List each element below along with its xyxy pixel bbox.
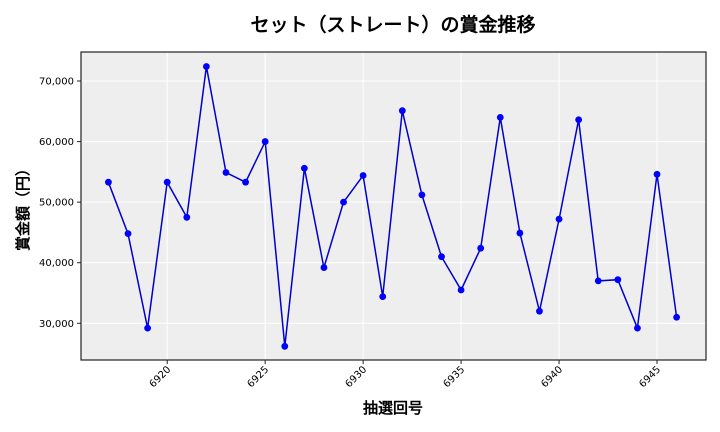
- data-point: [222, 169, 230, 176]
- x-tick-label: 6935: [441, 364, 467, 390]
- y-tick-label: 60,000: [39, 137, 74, 148]
- data-point: [594, 277, 602, 285]
- data-point: [536, 307, 543, 315]
- chart-title: セット（ストレート）の賞金推移: [250, 14, 536, 36]
- x-tick-label: 6920: [148, 364, 174, 390]
- data-point: [359, 172, 367, 179]
- y-tick-label: 40,000: [39, 258, 74, 269]
- data-point: [673, 313, 681, 321]
- data-point: [163, 178, 171, 186]
- x-axis: 6920 6925 6930 6935 6940 6945: [148, 360, 663, 390]
- y-axis-label: 賞金額（円）: [14, 161, 32, 251]
- x-tick-label: 6930: [343, 364, 369, 390]
- x-tick-label: 6945: [637, 364, 663, 390]
- data-point: [653, 170, 661, 178]
- data-point: [457, 286, 465, 294]
- data-point: [242, 178, 249, 186]
- data-point: [183, 213, 191, 221]
- data-markers: [105, 63, 681, 350]
- plot-area: [81, 52, 706, 360]
- data-point: [202, 63, 210, 70]
- y-axis: 30,000 40,000 50,000 60,000 70,000: [39, 77, 81, 330]
- data-point: [340, 198, 347, 206]
- data-point: [496, 113, 504, 121]
- y-tick-label: 50,000: [39, 198, 74, 209]
- y-tick-label: 30,000: [39, 319, 74, 330]
- data-point: [634, 324, 641, 332]
- data-point: [614, 276, 622, 284]
- x-tick-label: 6940: [539, 364, 565, 390]
- data-point: [261, 138, 269, 145]
- data-point: [398, 107, 406, 115]
- x-axis-label: 抽選回号: [363, 399, 423, 417]
- data-point: [124, 230, 132, 238]
- data-point: [379, 293, 387, 301]
- data-point: [300, 164, 308, 172]
- data-point: [418, 191, 426, 199]
- data-point: [516, 229, 524, 237]
- data-point: [575, 116, 583, 124]
- data-point: [555, 215, 563, 223]
- data-point: [144, 324, 152, 332]
- data-point: [105, 178, 112, 186]
- grid-lines: [81, 52, 706, 360]
- data-point: [320, 264, 328, 271]
- data-point: [438, 253, 445, 261]
- series-line: [107, 66, 678, 347]
- plot-frame: [80, 51, 707, 361]
- x-tick-label: 6925: [246, 364, 272, 390]
- data-point: [281, 342, 289, 350]
- data-point: [477, 244, 485, 252]
- y-tick-label: 70,000: [39, 77, 74, 88]
